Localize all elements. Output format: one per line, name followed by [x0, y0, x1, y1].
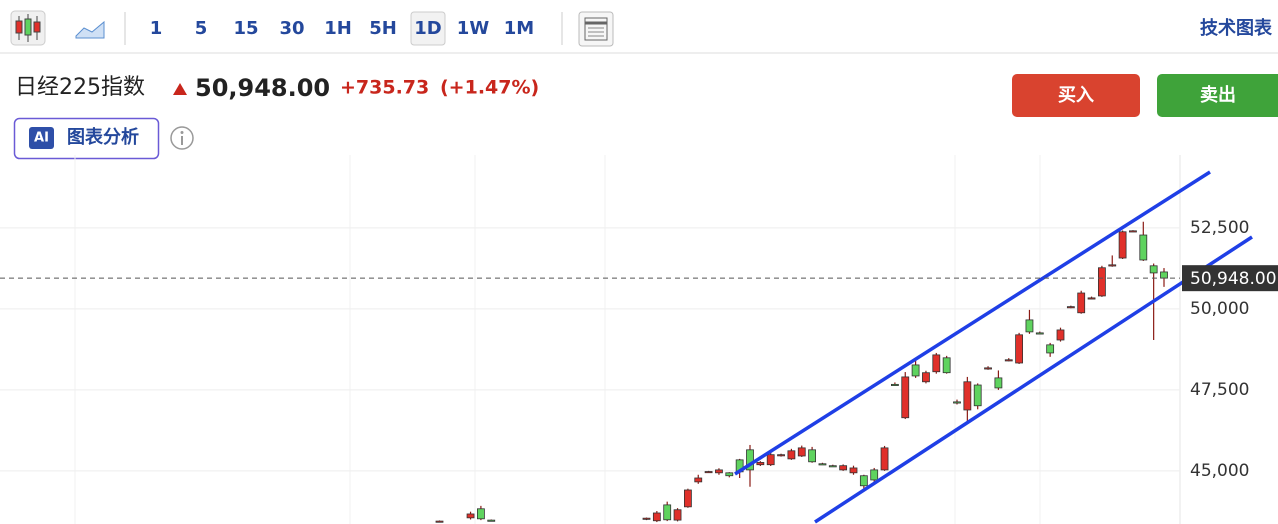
candle-body [901, 376, 910, 419]
candle-body [849, 467, 858, 474]
sell-label: 卖出 [1200, 84, 1236, 106]
candle-body [984, 367, 992, 370]
interval-button[interactable]: 1D [414, 18, 441, 39]
interval-button[interactable]: 15 [233, 18, 258, 39]
candle-body [1160, 271, 1168, 279]
candle-body [922, 372, 930, 383]
change-pct: (+1.47%) [440, 77, 539, 99]
interval-button[interactable]: 5 [195, 18, 208, 39]
candle-icon[interactable] [10, 10, 46, 46]
candle-body [1098, 267, 1106, 297]
candle-body [911, 364, 920, 377]
candle-body [797, 447, 806, 457]
candle-body [891, 383, 899, 386]
candle-body [694, 477, 703, 483]
buy-button[interactable]: 买入 [1012, 74, 1140, 117]
candle-body [932, 354, 941, 373]
candle-body [1108, 264, 1117, 267]
ai-analysis-button[interactable]: AI 图表分析 [13, 117, 160, 160]
technical-chart-link[interactable]: 技术图表 [1200, 17, 1273, 39]
last-price-label: 50,948.00 [1190, 269, 1277, 289]
instrument-name: 日经225指数 [15, 75, 145, 100]
candle-body [973, 384, 982, 407]
candle-body [663, 504, 672, 521]
ai-badge: AI [34, 131, 49, 146]
candle-body [1056, 329, 1065, 341]
candle-body [963, 381, 972, 411]
interval-button[interactable]: 1 [150, 18, 163, 39]
candle-body [746, 449, 754, 471]
y-tick-label: 45,000 [1190, 461, 1249, 481]
candle-body [828, 465, 837, 468]
candle-body [1015, 334, 1023, 364]
ai-label: 图表分析 [67, 126, 139, 148]
candle-body [1025, 319, 1034, 333]
candle-body [818, 463, 827, 466]
candle-body [994, 377, 1003, 389]
y-tick-label: 47,500 [1190, 380, 1249, 400]
candle-body [787, 450, 796, 460]
price: 50,948.00 [195, 74, 330, 102]
sell-button[interactable]: 卖出 [1157, 74, 1278, 117]
candle-body [684, 489, 692, 508]
last-price-tag [1182, 265, 1278, 292]
channel-lines [734, 170, 1253, 524]
vertical-grid [74, 155, 1041, 524]
candle-body [476, 508, 485, 520]
buy-label: 买入 [1058, 85, 1094, 106]
area-icon[interactable] [75, 20, 105, 39]
candle-body [1066, 306, 1075, 309]
candle-body [1046, 344, 1055, 354]
candle-body [756, 462, 765, 466]
interval-button[interactable]: 5H [369, 18, 397, 39]
candle-body [766, 454, 775, 466]
candle-body [642, 517, 651, 520]
candle-body [859, 475, 868, 487]
candle-body [715, 469, 723, 474]
y-tick-label: 52,500 [1190, 218, 1249, 238]
candle-body [1087, 297, 1096, 300]
interval-button[interactable]: 1H [324, 18, 352, 39]
candle-body [942, 357, 951, 374]
candle-body [1118, 231, 1127, 259]
up-arrow [173, 83, 187, 95]
interval-button[interactable]: 1M [504, 18, 534, 39]
candle-body [1149, 265, 1158, 274]
info-icon[interactable] [170, 126, 194, 150]
interval-button[interactable]: 30 [279, 18, 304, 39]
candle-body [1004, 359, 1013, 362]
candle-body [704, 471, 713, 474]
y-tick-label: 50,000 [1190, 299, 1249, 319]
interval-button[interactable]: 1W [457, 18, 490, 39]
candle-body [870, 469, 879, 481]
candle-body [725, 472, 734, 477]
candle-body [808, 449, 816, 463]
candle-body [652, 512, 661, 522]
candle-body [466, 513, 475, 519]
change: +735.73 [340, 77, 429, 99]
layout-icon[interactable] [578, 11, 614, 47]
candle-body [777, 454, 785, 457]
interval-selected [410, 11, 446, 46]
candle-body [1035, 332, 1044, 335]
candle-body [435, 520, 444, 523]
candle-body [1077, 292, 1086, 314]
candle-body [487, 519, 496, 522]
candle-body [880, 447, 889, 471]
candle-body [839, 465, 848, 471]
candle-body [1139, 234, 1148, 261]
candle-body [953, 401, 961, 404]
candle-body [1129, 230, 1137, 233]
candle-body [673, 509, 682, 521]
